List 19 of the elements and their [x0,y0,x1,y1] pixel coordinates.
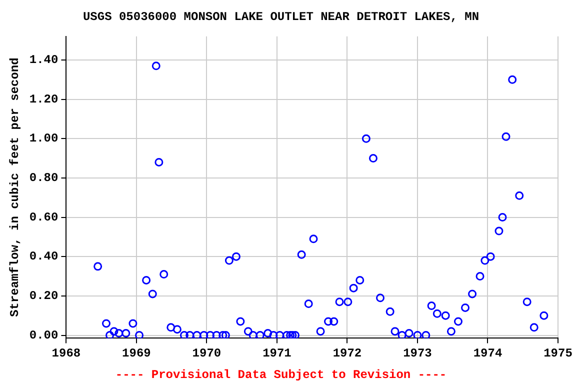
y-tick-label: 1.00 [29,132,58,146]
chart-title: USGS 05036000 MONSON LAKE OUTLET NEAR DETROIT LAKES, MN [82,10,480,24]
x-tick-label: 1974 [473,346,502,360]
x-tick-label: 1972 [332,346,362,360]
x-tick-label: 1973 [403,346,432,360]
x-tick-label: 1971 [262,346,292,360]
y-tick-label: 0.00 [29,328,58,342]
text: ---- Provisional Data Subject to Revision ---- [115,368,447,382]
y-tick-label: 1.40 [29,53,58,68]
y-tick-label: 0.60 [29,210,58,224]
y-tick-label: 0.20 [29,288,58,303]
y-tick-label: 1.20 [29,92,58,106]
y-axis-title: Streamflow, in cubic feet per second [8,58,22,317]
x-tick-label: 1969 [122,346,151,360]
y-tick-label: 0.80 [29,170,58,185]
x-tick-label: 1975 [544,346,572,360]
y-tick-label: 0.40 [29,250,58,264]
x-tick-label: 1968 [52,346,81,360]
x-tick-label: 1970 [192,346,222,360]
